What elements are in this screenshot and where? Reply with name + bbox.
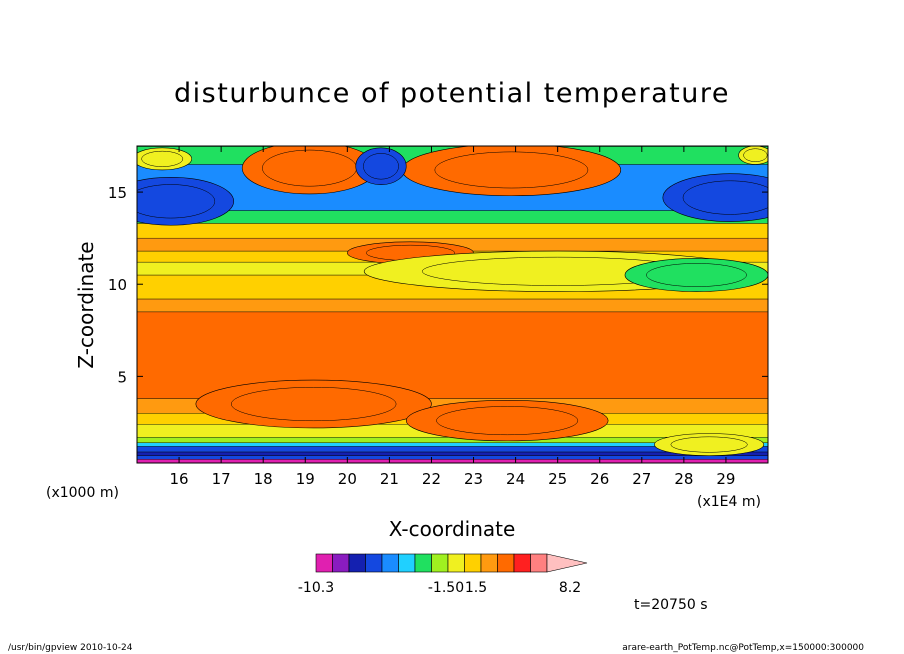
y-tick-label: 10 <box>108 276 127 294</box>
contour-line <box>436 406 579 436</box>
contour-line <box>434 151 589 189</box>
contour-blob <box>137 177 235 226</box>
contour-line <box>743 148 768 162</box>
x-axis: 16 17 18 19 20 21 22 23 24 25 26 27 28 29 <box>170 146 735 488</box>
y-tick-label: 15 <box>108 184 127 202</box>
colorbar-swatch <box>497 553 515 573</box>
x-tick-label: 21 <box>380 470 399 488</box>
colorbar-label: -1.50 <box>428 580 464 596</box>
contour-band <box>137 223 768 239</box>
colorbar-swatch <box>365 553 383 573</box>
colorbar-swatch <box>381 553 399 573</box>
colorbar-swatch <box>480 553 498 573</box>
contour-line <box>230 387 397 422</box>
x-axis-label: X-coordinate <box>389 517 516 541</box>
y-unit-label: (x1000 m) <box>46 485 119 501</box>
x-tick-label: 27 <box>632 470 651 488</box>
x-tick-label: 17 <box>212 470 231 488</box>
x-tick-label: 29 <box>716 470 735 488</box>
contour-band <box>137 210 768 224</box>
colorbar-swatch <box>315 553 333 573</box>
x-tick-label: 23 <box>464 470 483 488</box>
colorbar-label: -10.3 <box>298 580 334 596</box>
colorbar-arrow <box>546 553 588 573</box>
y-axis: 5 10 15 <box>108 184 768 386</box>
x-unit-label: (x1E4 m) <box>697 494 761 510</box>
contour-line <box>141 150 184 167</box>
colorbar-swatch <box>431 553 449 573</box>
colorbar-swatch <box>530 553 548 573</box>
x-tick-label: 25 <box>548 470 567 488</box>
contour-band <box>137 455 768 460</box>
colorbar-swatch <box>513 553 531 573</box>
contour-line <box>646 263 747 287</box>
colorbar-swatch <box>398 553 416 573</box>
plot-area <box>137 146 768 463</box>
footer-right: arare-earth_PotTemp.nc@PotTemp,x=150000:… <box>622 643 864 653</box>
x-tick-label: 22 <box>422 470 441 488</box>
contour-band <box>137 298 768 313</box>
contour-line <box>363 153 399 180</box>
x-tick-label: 24 <box>506 470 525 488</box>
colorbar <box>315 553 588 573</box>
colorbar-swatch <box>447 553 465 573</box>
contour-blob <box>137 147 192 171</box>
x-tick-label: 19 <box>296 470 315 488</box>
colorbar-swatch <box>348 553 366 573</box>
contour-blob <box>662 173 768 222</box>
x-tick-label: 28 <box>674 470 693 488</box>
colorbar-label: 8.2 <box>559 580 581 596</box>
contour-line <box>137 184 216 219</box>
y-axis-label: Z-coordinate <box>74 241 98 368</box>
x-tick-label: 18 <box>254 470 273 488</box>
colorbar-swatch <box>464 553 482 573</box>
contour-line <box>682 180 768 215</box>
colorbar-labels: -10.3 -1.50 1.5 8.2 <box>298 580 581 596</box>
x-tick-label: 16 <box>170 470 189 488</box>
x-tick-label: 20 <box>338 470 357 488</box>
plot-frame <box>136 145 769 464</box>
x-tick-label: 26 <box>590 470 609 488</box>
y-tick-label: 5 <box>117 368 127 386</box>
contour-band <box>137 459 768 463</box>
contour-line <box>670 436 748 453</box>
time-label: t=20750 s <box>634 597 708 613</box>
chart-title: disturbunce of potential temperature <box>174 78 730 109</box>
footer-left: /usr/bin/gpview 2010-10-24 <box>8 643 133 653</box>
colorbar-swatch <box>332 553 350 573</box>
contour-blob <box>738 146 768 165</box>
contour-band <box>137 311 768 399</box>
colorbar-swatch <box>414 553 432 573</box>
colorbar-label: 1.5 <box>465 580 487 596</box>
